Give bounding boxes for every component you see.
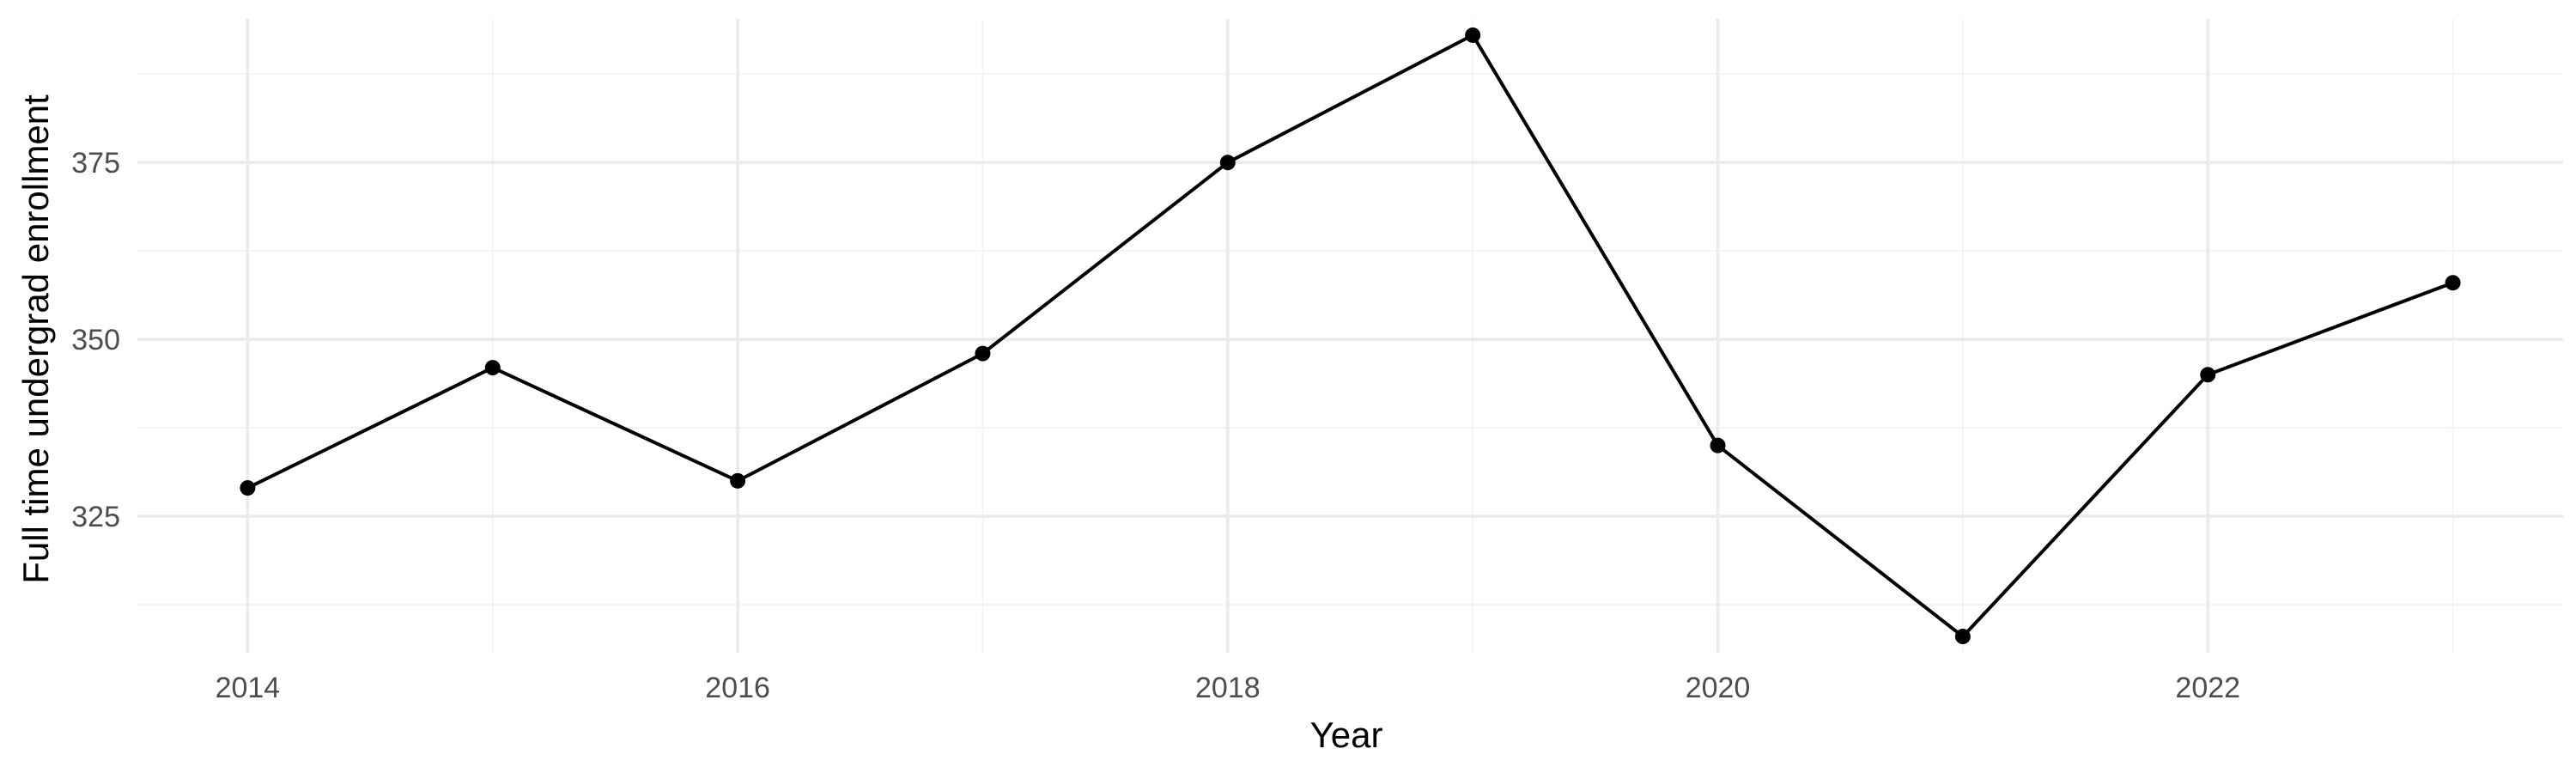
x-tick-label: 2018 bbox=[1195, 672, 1261, 704]
x-tick-label: 2022 bbox=[2175, 672, 2240, 704]
data-point-2015 bbox=[484, 360, 501, 376]
minor-grid bbox=[137, 19, 2563, 653]
y-axis-ticks: 325 350 375 bbox=[71, 147, 120, 533]
y-axis-title: Full time undergrad enrollment bbox=[15, 94, 56, 584]
y-tick-label: 325 bbox=[71, 501, 120, 533]
x-tick-label: 2016 bbox=[705, 672, 770, 704]
y-tick-label: 375 bbox=[71, 147, 120, 180]
data-point-2016 bbox=[730, 472, 746, 489]
x-axis-title: Year bbox=[1310, 715, 1383, 755]
data-point-2021 bbox=[1954, 629, 1971, 645]
data-point-2023 bbox=[2445, 275, 2461, 291]
data-point-2020 bbox=[1710, 437, 1726, 453]
x-axis-ticks: 2014 2016 2018 2020 2022 bbox=[216, 672, 2240, 704]
data-point-2017 bbox=[975, 345, 991, 362]
series-layer bbox=[240, 27, 2461, 645]
data-point-2014 bbox=[240, 480, 256, 496]
series-line bbox=[246, 33, 2454, 639]
major-grid bbox=[137, 19, 2563, 653]
data-point-2018 bbox=[1219, 155, 1236, 171]
x-tick-label: 2014 bbox=[216, 672, 281, 704]
x-tick-label: 2020 bbox=[1686, 672, 1751, 704]
data-point-2019 bbox=[1465, 27, 1481, 43]
y-tick-label: 350 bbox=[71, 324, 120, 356]
data-point-2022 bbox=[2200, 367, 2216, 383]
